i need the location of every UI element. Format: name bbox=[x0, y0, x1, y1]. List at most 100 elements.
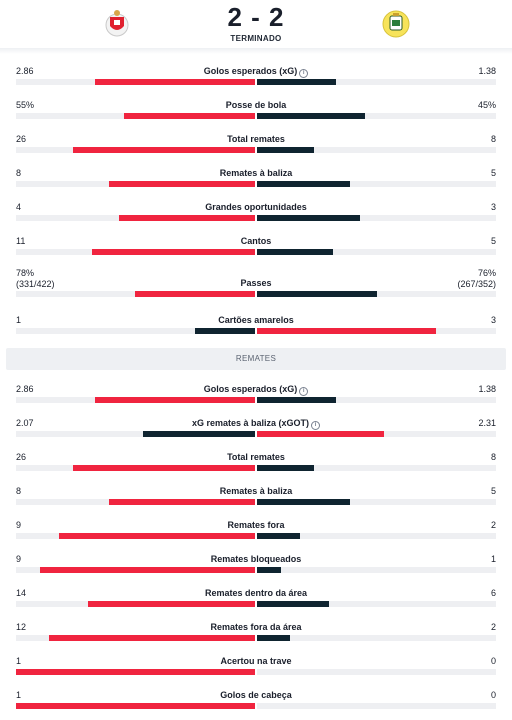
away-bar-fill bbox=[257, 79, 336, 85]
home-bar-fill bbox=[73, 465, 255, 471]
home-value-main: 9 bbox=[16, 554, 22, 564]
away-value-main: 2 bbox=[490, 520, 496, 530]
home-bar-track bbox=[16, 703, 255, 709]
away-value: 8 bbox=[491, 134, 496, 145]
info-icon[interactable]: i bbox=[299, 69, 309, 78]
away-bar-track bbox=[257, 533, 496, 539]
info-icon[interactable]: i bbox=[299, 387, 309, 396]
stat-label-text: Grandes oportunidades bbox=[205, 202, 307, 212]
away-bar-track bbox=[257, 79, 496, 85]
away-bar-track bbox=[257, 499, 496, 505]
home-value: 2.86 bbox=[16, 66, 34, 77]
away-value-main: 0 bbox=[490, 656, 496, 666]
home-value-main: 1 bbox=[16, 315, 22, 325]
match-status: TERMINADO bbox=[230, 34, 282, 43]
home-value-main: 8 bbox=[16, 486, 22, 496]
away-value: 1.38 bbox=[478, 66, 496, 77]
home-value: 55% bbox=[16, 100, 34, 111]
away-bar-fill bbox=[257, 567, 281, 573]
home-value-main: 1 bbox=[16, 656, 22, 666]
stat-label: Golos de cabeça bbox=[16, 690, 496, 701]
stat-label-text: Remates dentro da área bbox=[204, 588, 308, 598]
away-value-main: 2.31 bbox=[478, 418, 496, 428]
home-bar-fill bbox=[95, 397, 255, 403]
stat-row-remates-dentro-da-area: 14 6 Remates dentro da área bbox=[16, 588, 496, 618]
stat-label: Total remates bbox=[16, 134, 496, 145]
stat-row-cartoes-amarelos: 1 3 Cartões amarelos bbox=[16, 315, 496, 345]
away-bar-track bbox=[257, 567, 496, 573]
stat-label: Cantos bbox=[16, 236, 496, 247]
home-value-main: 14 bbox=[16, 588, 27, 598]
home-value: 11 bbox=[16, 236, 25, 247]
away-value: 6 bbox=[491, 588, 496, 599]
home-bar-fill bbox=[49, 635, 255, 641]
home-bar-track bbox=[16, 291, 255, 297]
home-bar-track bbox=[16, 215, 255, 221]
away-bar-track bbox=[257, 291, 496, 297]
home-bar-fill bbox=[40, 567, 255, 573]
home-bar-fill bbox=[16, 703, 255, 709]
home-value-main: 26 bbox=[16, 134, 27, 144]
away-value: 5 bbox=[491, 236, 496, 247]
home-bar-fill bbox=[95, 79, 255, 85]
away-value-main: 0 bbox=[490, 690, 496, 700]
stat-row-remates-a-baliza: 8 5 Remates à baliza bbox=[16, 168, 496, 198]
away-bar-track bbox=[257, 669, 496, 675]
match-score: 2 - 2 bbox=[227, 2, 285, 32]
away-bar-fill bbox=[257, 291, 377, 297]
stat-row-remates-bloqueados: 9 1 Remates bloqueados bbox=[16, 554, 496, 584]
stat-label: Grandes oportunidades bbox=[16, 202, 496, 213]
stat-label: Remates dentro da área bbox=[16, 588, 496, 599]
stat-label-text: xG remates à baliza (xGOT) bbox=[191, 418, 310, 428]
home-value: 1 bbox=[16, 656, 21, 667]
away-value-main: 8 bbox=[490, 134, 496, 144]
home-value-main: 26 bbox=[16, 452, 27, 462]
home-bar-track bbox=[16, 328, 255, 334]
stat-label-text: Total remates bbox=[227, 134, 285, 144]
home-value: 2.07 bbox=[16, 418, 34, 429]
away-value: 45% bbox=[478, 100, 496, 111]
stat-label-text: Remates à baliza bbox=[219, 486, 293, 496]
away-bar-fill bbox=[257, 215, 360, 221]
stat-label-text: Remates fora da área bbox=[210, 622, 302, 632]
home-bar-fill bbox=[143, 431, 255, 437]
home-value: 26 bbox=[16, 452, 26, 463]
header-divider bbox=[0, 48, 512, 54]
home-value: 26 bbox=[16, 134, 26, 145]
away-bar-fill bbox=[257, 431, 384, 437]
away-team-logo[interactable] bbox=[382, 8, 410, 38]
stat-row-xg-remates-a-baliza-xgot: 2.07 2.31 xG remates à baliza (xGOT) i bbox=[16, 418, 496, 448]
away-value: 2.31 bbox=[478, 418, 496, 429]
away-bar-track bbox=[257, 215, 496, 221]
stat-label-text: Acertou na trave bbox=[220, 656, 292, 666]
away-value: 8 bbox=[491, 452, 496, 463]
stat-row-golos-esperados-xg: 2.86 1.38 Golos esperados (xG) i bbox=[16, 384, 496, 414]
stat-label: xG remates à baliza (xGOT) i bbox=[16, 418, 496, 430]
stat-row-passes: 78% (331/422) 76% (267/352) Passes bbox=[16, 268, 496, 298]
home-bar-track bbox=[16, 669, 255, 675]
stat-row-grandes-oportunidades: 4 3 Grandes oportunidades bbox=[16, 202, 496, 232]
info-icon[interactable]: i bbox=[311, 421, 321, 430]
home-value: 8 bbox=[16, 486, 21, 497]
home-team-logo[interactable] bbox=[103, 8, 131, 38]
home-bar-track bbox=[16, 635, 255, 641]
home-value: 14 bbox=[16, 588, 26, 599]
stat-row-remates-a-baliza: 8 5 Remates à baliza bbox=[16, 486, 496, 516]
stat-label-text: Cantos bbox=[240, 236, 272, 246]
stat-label-text: Remates à baliza bbox=[219, 168, 293, 178]
away-value-detail: (267/352) bbox=[457, 279, 496, 289]
away-bar-track bbox=[257, 328, 496, 334]
home-bar-fill bbox=[109, 181, 255, 187]
away-bar-track bbox=[257, 465, 496, 471]
stat-label-text: Remates fora bbox=[227, 520, 285, 530]
away-bar-track bbox=[257, 249, 496, 255]
home-bar-fill bbox=[73, 147, 255, 153]
stat-label: Golos esperados (xG) i bbox=[16, 384, 496, 396]
stat-label-text: Remates bloqueados bbox=[210, 554, 302, 564]
home-value-main: 4 bbox=[16, 202, 22, 212]
stat-row-total-remates: 26 8 Total remates bbox=[16, 452, 496, 482]
away-bar-track bbox=[257, 147, 496, 153]
home-bar-fill bbox=[88, 601, 255, 607]
home-value: 9 bbox=[16, 520, 21, 531]
away-bar-track bbox=[257, 635, 496, 641]
